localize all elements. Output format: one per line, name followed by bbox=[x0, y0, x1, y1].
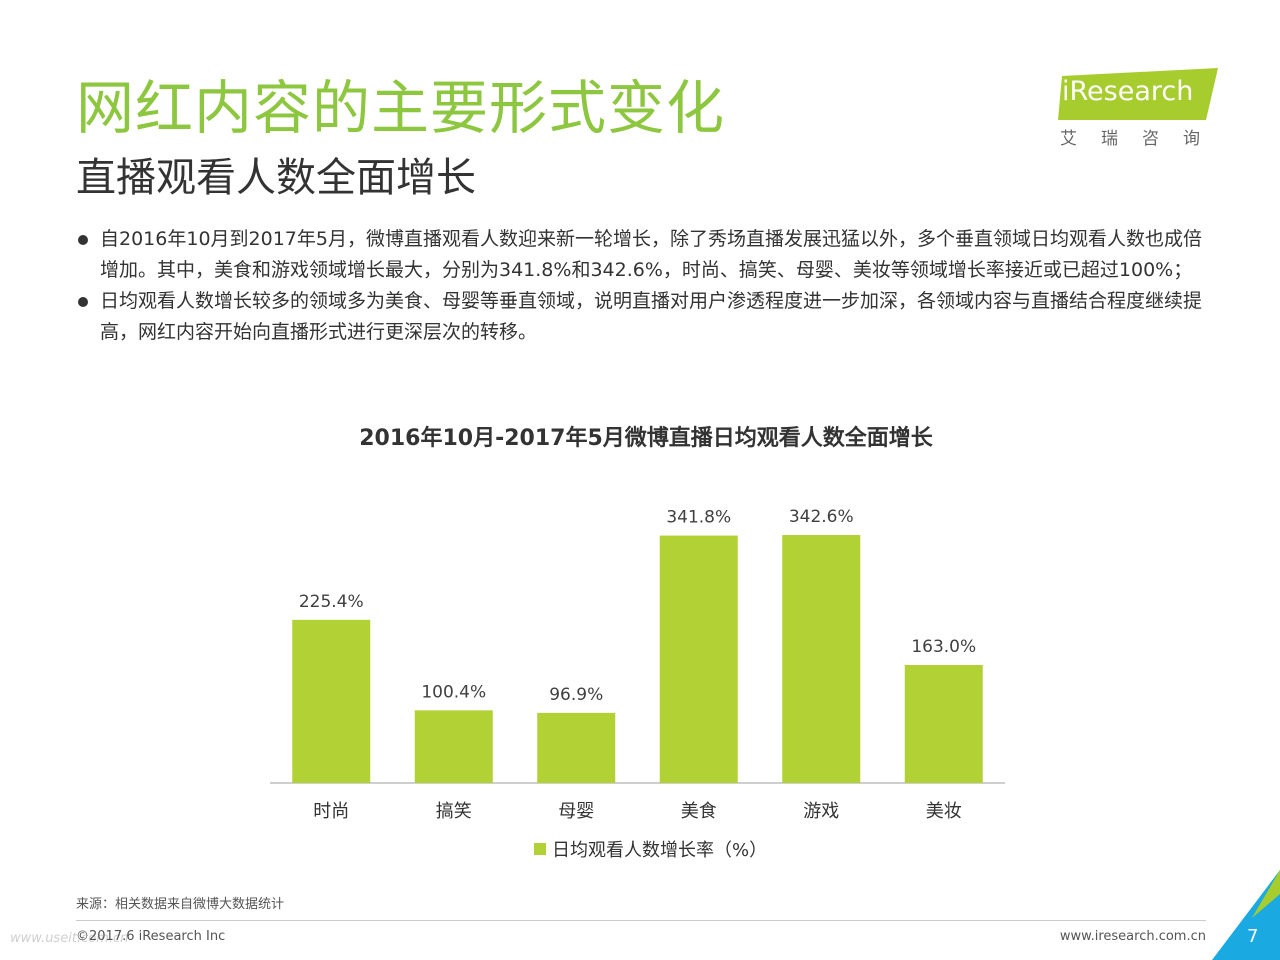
bullet-item: 自2016年10月到2017年5月，微博直播观看人数迎来新一轮增长，除了秀场直播… bbox=[76, 224, 1216, 286]
x-tick-label: 时尚 bbox=[313, 801, 349, 822]
footer-divider bbox=[76, 920, 1206, 921]
copyright-text: ©2017.6 iResearch Inc bbox=[76, 929, 226, 944]
data-label: 341.8% bbox=[666, 508, 731, 528]
x-tick-label: 搞笑 bbox=[436, 801, 472, 822]
bullet-list: 自2016年10月到2017年5月，微博直播观看人数迎来新一轮增长，除了秀场直播… bbox=[76, 224, 1216, 348]
data-label: 342.6% bbox=[789, 507, 854, 527]
bar bbox=[782, 535, 861, 783]
iresearch-logo: iResearch 艾瑞咨询 bbox=[1052, 68, 1222, 152]
website-link[interactable]: www.iresearch.com.cn bbox=[1059, 929, 1206, 944]
x-tick-label: 母婴 bbox=[558, 801, 594, 822]
logo-text: iResearch bbox=[1062, 76, 1194, 107]
page-title: 网红内容的主要形式变化 bbox=[76, 74, 726, 142]
data-label: 225.4% bbox=[299, 592, 364, 612]
bullet-dot-icon bbox=[78, 235, 88, 245]
x-tick-label: 美妆 bbox=[926, 801, 962, 822]
watermark-text: www.useit.com.cn bbox=[10, 931, 129, 946]
x-tick-label: 美食 bbox=[681, 801, 717, 822]
page-subtitle: 直播观看人数全面增长 bbox=[76, 155, 476, 201]
legend-swatch-icon bbox=[534, 843, 546, 855]
bullet-dot-icon bbox=[78, 297, 88, 307]
bar bbox=[904, 665, 983, 783]
page-number: 7 bbox=[1247, 926, 1259, 947]
corner-accent-icon bbox=[1212, 870, 1280, 960]
data-label: 163.0% bbox=[911, 637, 976, 657]
logo-badge-icon bbox=[1058, 68, 1218, 120]
chart-title: 2016年10月-2017年5月微博直播日均观看人数全面增长 bbox=[359, 426, 933, 451]
bar bbox=[292, 619, 371, 783]
bar bbox=[414, 710, 493, 783]
bullet-text: 自2016年10月到2017年5月，微博直播观看人数迎来新一轮增长，除了秀场直播… bbox=[100, 228, 1202, 281]
bar bbox=[659, 535, 738, 783]
data-label: 100.4% bbox=[421, 682, 486, 702]
bullet-text: 日均观看人数增长较多的领域多为美食、母婴等垂直领域，说明直播对用户渗透程度进一步… bbox=[100, 290, 1203, 343]
source-note: 来源：相关数据来自微博大数据统计 bbox=[76, 897, 285, 912]
chart-legend: 日均观看人数增长率（%） bbox=[534, 836, 767, 862]
bar bbox=[537, 712, 616, 783]
legend-label: 日均观看人数增长率（%） bbox=[552, 840, 768, 861]
logo-cn-text: 艾瑞咨询 bbox=[1060, 129, 1224, 149]
data-label: 96.9% bbox=[549, 685, 603, 705]
x-tick-label: 游戏 bbox=[803, 801, 839, 822]
bullet-item: 日均观看人数增长较多的领域多为美食、母婴等垂直领域，说明直播对用户渗透程度进一步… bbox=[76, 286, 1216, 348]
